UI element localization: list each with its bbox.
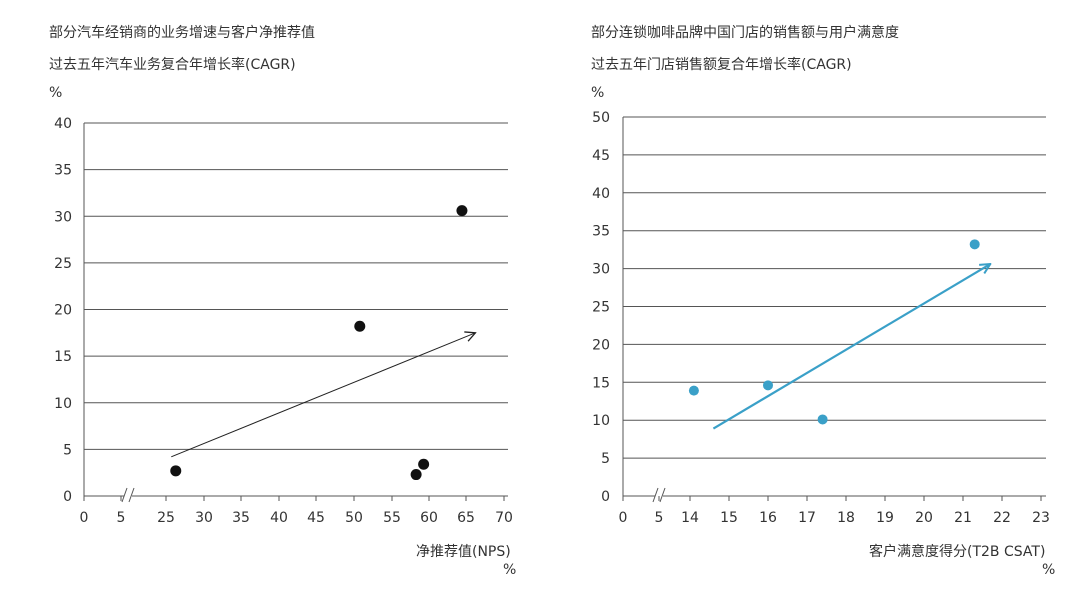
axis-break-mark (128, 487, 135, 503)
data-point (456, 205, 468, 217)
scatter-plot: 0 5 10 15 20 25 30 35 40 45 50 0 5 14 15 16 17 18 19 20 21 22… (592, 110, 1050, 526)
x-axis-unit: % (1042, 562, 1056, 578)
y-tick-label: 25 (54, 256, 72, 272)
trend-arrow (171, 333, 475, 458)
x-tick-label: 20 (915, 510, 933, 526)
chart-subtitle: 过去五年汽车业务复合年增长率(CAGR) (49, 57, 296, 73)
trend-arrow (712, 264, 990, 430)
x-tick-label: 40 (270, 510, 288, 526)
y-tick-label: 30 (54, 209, 72, 225)
y-tick-label: 45 (592, 148, 610, 164)
x-tick-label: 21 (954, 510, 972, 526)
x-tick-label: 18 (837, 510, 855, 526)
x-tick-label: 35 (232, 510, 250, 526)
x-tick-label: 45 (307, 510, 325, 526)
chart-title: 部分汽车经销商的业务增速与客户净推荐值 (49, 25, 315, 41)
chart-subtitle: 过去五年门店销售额复合年增长率(CAGR) (591, 57, 852, 73)
y-tick-label: 40 (592, 186, 610, 202)
x-axis-unit: % (503, 562, 517, 578)
y-tick-label: 25 (592, 300, 610, 316)
axis-break-mark (121, 487, 128, 503)
x-tick-label: 30 (195, 510, 213, 526)
y-tick-label: 15 (54, 349, 72, 365)
y-tick-label: 15 (592, 375, 610, 391)
y-tick-label: 10 (592, 413, 610, 429)
x-tick-label: 65 (457, 510, 475, 526)
y-tick-label: 0 (601, 489, 610, 505)
scatter-plot: 0 5 10 15 20 25 30 35 40 0 5 25 30 35 40 45 50 55 60 65 70 (54, 116, 513, 526)
y-axis-unit: % (591, 85, 605, 101)
chart-panel-coffee: 部分连锁咖啡品牌中国门店的销售额与用户满意度 过去五年门店销售额复合年增长率(C… (540, 0, 1080, 602)
data-point (817, 414, 828, 425)
x-tick-label: 14 (681, 510, 699, 526)
x-tick-label: 17 (798, 510, 816, 526)
chart-title: 部分连锁咖啡品牌中国门店的销售额与用户满意度 (591, 25, 899, 41)
data-point (354, 320, 366, 332)
axis-break-mark (652, 487, 659, 503)
y-tick-label: 40 (54, 116, 72, 132)
y-tick-label: 5 (63, 442, 72, 458)
x-axis-label: 客户满意度得分(T2B CSAT) (869, 544, 1046, 560)
x-tick-label: 50 (345, 510, 363, 526)
x-tick-label: 5 (655, 510, 664, 526)
x-tick-label: 23 (1032, 510, 1050, 526)
y-tick-label: 20 (54, 303, 72, 319)
data-point (410, 469, 422, 481)
data-point (418, 458, 430, 470)
x-tick-label: 5 (117, 510, 126, 526)
axis-break-gap (124, 493, 132, 499)
y-axis-unit: % (49, 85, 63, 101)
chart-panel-dealers: 部分汽车经销商的业务增速与客户净推荐值 过去五年汽车业务复合年增长率(CAGR)… (49, 25, 517, 578)
x-tick-label: 0 (80, 510, 89, 526)
y-tick-label: 35 (592, 224, 610, 240)
x-tick-label: 70 (495, 510, 513, 526)
x-tick-label: 16 (759, 510, 777, 526)
x-tick-label: 25 (157, 510, 175, 526)
y-tick-label: 35 (54, 163, 72, 179)
data-point (688, 385, 699, 396)
x-axis-label: 净推荐值(NPS) (416, 544, 511, 560)
y-tick-label: 5 (601, 451, 610, 467)
data-point (969, 239, 980, 250)
x-tick-label: 15 (720, 510, 738, 526)
axis-break-mark (659, 487, 666, 503)
x-tick-label: 0 (619, 510, 628, 526)
data-point (170, 465, 182, 477)
x-tick-label: 19 (876, 510, 894, 526)
y-tick-label: 50 (592, 110, 610, 126)
y-tick-label: 10 (54, 396, 72, 412)
y-tick-label: 30 (592, 262, 610, 278)
x-tick-label: 55 (383, 510, 401, 526)
data-point (763, 380, 773, 391)
x-tick-label: 60 (420, 510, 438, 526)
y-tick-label: 20 (592, 337, 610, 353)
x-tick-label: 22 (993, 510, 1011, 526)
y-tick-label: 0 (63, 489, 72, 505)
